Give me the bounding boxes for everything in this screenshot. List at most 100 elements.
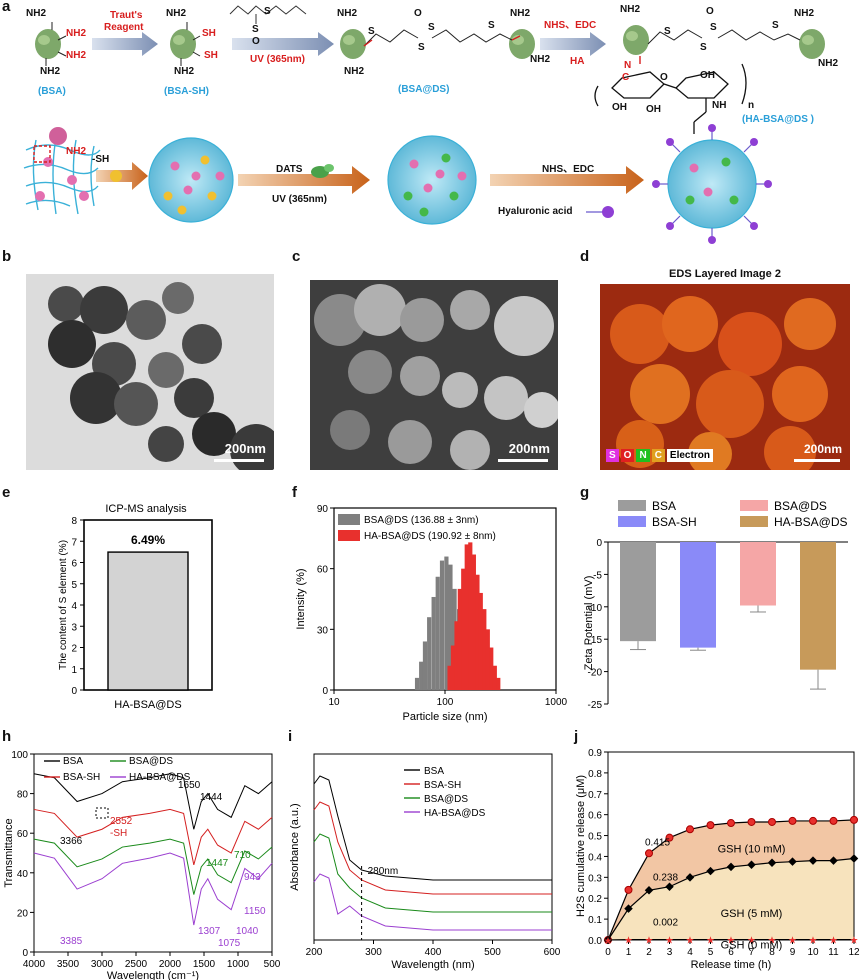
label-s-ha-3: S: [710, 22, 717, 33]
protein-icon-bsa-sh: [170, 29, 196, 59]
chart-g-legend-label: BSA-SH: [652, 515, 697, 529]
chart-j-xlabel: Release time (h): [691, 959, 772, 971]
chart-j-xtick-label: 6: [728, 947, 734, 958]
chart-j-region-label-0mm: GSH (0 mM): [721, 939, 783, 951]
chart-g-ytick-label: 0: [596, 538, 602, 549]
chart-g: 0 -5 -10 -15 -20 -25 BSA BSA-SH BSA@DS HA-BSA@DS Z…: [583, 499, 848, 711]
chart-f-legend-label: BSA@DS (136.88 ± 3nm): [364, 515, 479, 526]
protein-icon-bsa-ds-right: [509, 29, 535, 59]
chart-j-ytick-label: 0.1: [588, 915, 602, 926]
chart-j-xtick-label: 11: [828, 947, 839, 958]
chart-h-ytick-label: 80: [17, 790, 29, 801]
chart-j-point-0mm: ★: [706, 936, 715, 947]
chart-j-point-0mm: ★: [686, 936, 695, 947]
label-nh2-network: NH2: [66, 146, 87, 157]
chart-f: 0 30 60 90 10 100 1000 BSA@DS (136.88 ± 3nm) HA-…: [295, 504, 568, 723]
chart-j-point-0mm: ★: [809, 936, 818, 947]
chart-g-legend-swatch: [618, 516, 646, 527]
chart-e-ytick-label: 6: [71, 559, 77, 570]
chart-i-xtick-label: 400: [425, 947, 442, 958]
chart-h-legend-label: BSA: [63, 756, 83, 767]
chart-e-ytick-label: 1: [71, 665, 77, 676]
label-nh2-bottom-ha-right: NH2: [818, 58, 839, 69]
chart-h-xtick-label: 3000: [91, 959, 114, 970]
chart-j-ylabel: H2S cumulative release (μM): [575, 775, 587, 917]
eds-legend: S O N C Electron: [606, 449, 713, 462]
chart-j-xtick-label: 12: [848, 947, 860, 958]
chart-j-point-0mm: ★: [604, 936, 613, 947]
chart-e: ICP-MS analysis 0 1 2 3 4 5 6 7 8 6.49% HA-BSA@DS Th…: [58, 503, 213, 711]
label-oh-2: OH: [646, 104, 661, 115]
chart-f-bar-bsa-ds: [419, 661, 424, 690]
label-nh2-bottom-bsa: NH2: [40, 66, 61, 77]
label-reagent: Reagent: [104, 22, 144, 33]
chart-e-ytick-label: 0: [71, 686, 77, 697]
chart-h-xtick-label: 2500: [125, 959, 148, 970]
chart-j-point-5mm: [808, 856, 818, 865]
chart-e-ytick-label: 2: [71, 644, 77, 655]
label-s-ha-2: S: [700, 42, 707, 53]
chart-h-ytick-label: 0: [22, 948, 28, 959]
label-nh2-bsa-2: NH2: [66, 50, 87, 61]
label-uv-1: UV (365nm): [250, 54, 306, 65]
arrow-step-6: [490, 166, 644, 194]
chart-j-point-0mm: ★: [665, 936, 674, 947]
label-dats-s1: S: [252, 24, 259, 35]
protein-icon-bsa: [35, 29, 61, 59]
chart-j-point-10mm: [727, 819, 735, 828]
chart-j-point-10mm: [624, 885, 633, 894]
chart-j-point-0mm: ★: [788, 936, 797, 947]
label-s-chain-4: S: [488, 20, 495, 31]
chart-f-bar-ha-bsa-ds: [464, 544, 469, 690]
chart-f-bar-ha-bsa-ds: [457, 588, 462, 690]
chart-j-xtick-label: 4: [687, 947, 693, 958]
sem-image: 200nm: [310, 280, 558, 470]
chart-j-point-10mm: [788, 816, 797, 825]
label-nhs-edc-2: NHS、EDC: [542, 164, 595, 175]
chart-h: 0 20 40 60 80 100 4000 3500 3000 2500 2000 1500 1000…: [3, 750, 281, 980]
chart-j-point-10mm: [747, 817, 756, 826]
label-nh2-top-ha: NH2: [620, 4, 641, 15]
chart-j-point-5mm: [726, 862, 736, 872]
chart-g-bar: [740, 542, 776, 606]
nanoparticle-sphere-3: [652, 124, 772, 244]
chart-h-ytick-label: 20: [17, 908, 29, 919]
chart-g-bar: [800, 542, 836, 670]
chart-f-bar-ha-bsa-ds: [468, 542, 473, 690]
chart-f-legend-label: HA-BSA@DS (190.92 ± 8nm): [364, 531, 496, 542]
chart-i-line: [313, 801, 552, 895]
scale-bar-b: [214, 459, 264, 462]
chart-e-ylabel: The content of S element (%): [58, 540, 69, 670]
label-sh-1: SH: [202, 28, 216, 39]
tem-image: 200nm: [26, 274, 274, 470]
chart-h-xtick-label: 4000: [23, 959, 46, 970]
chart-f-bar-ha-bsa-ds: [478, 592, 483, 690]
chart-h-legend-label: HA-BSA@DS: [129, 772, 191, 783]
chart-j-xtick-label: 5: [708, 947, 714, 958]
scale-bar-d: [794, 459, 840, 462]
chart-f-bar-ha-bsa-ds: [496, 677, 501, 690]
chart-i-annotation: 280nm: [368, 866, 399, 877]
chart-g-ylabel: Zeta Potential (mV): [583, 576, 595, 671]
chart-j-xtick-label: 8: [769, 947, 775, 958]
label-dats: DATS: [276, 164, 303, 175]
chart-g-bar: [680, 542, 716, 648]
label-nh2-top-bsa-ds-right: NH2: [510, 8, 531, 19]
chart-h-xtick-label: 500: [264, 959, 281, 970]
label-ha: HA: [570, 56, 585, 67]
label-sh-2: SH: [204, 50, 218, 61]
chart-i-legend-label: BSA@DS: [424, 794, 468, 805]
chart-h-xtick-label: 2000: [159, 959, 182, 970]
label-nh2-bsa-1: NH2: [66, 28, 87, 39]
dats-molecule-icon: [311, 164, 334, 178]
scale-label-d: 200nm: [803, 442, 842, 456]
chart-i-xtick-label: 300: [365, 947, 382, 958]
chart-h-annotation: 3366: [60, 836, 83, 847]
label-s-chain-1: S: [368, 26, 375, 37]
chart-f-bar-bsa-ds: [431, 596, 436, 690]
chart-f-legend-swatch: [338, 514, 360, 525]
chart-f-ytick-label: 60: [317, 565, 329, 576]
label-bsa: (BSA): [38, 86, 66, 97]
chart-g-bar: [620, 542, 656, 642]
label-s-chain-3: S: [428, 22, 435, 33]
